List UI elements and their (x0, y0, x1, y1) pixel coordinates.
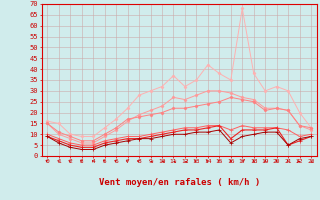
X-axis label: Vent moyen/en rafales ( km/h ): Vent moyen/en rafales ( km/h ) (99, 178, 260, 187)
